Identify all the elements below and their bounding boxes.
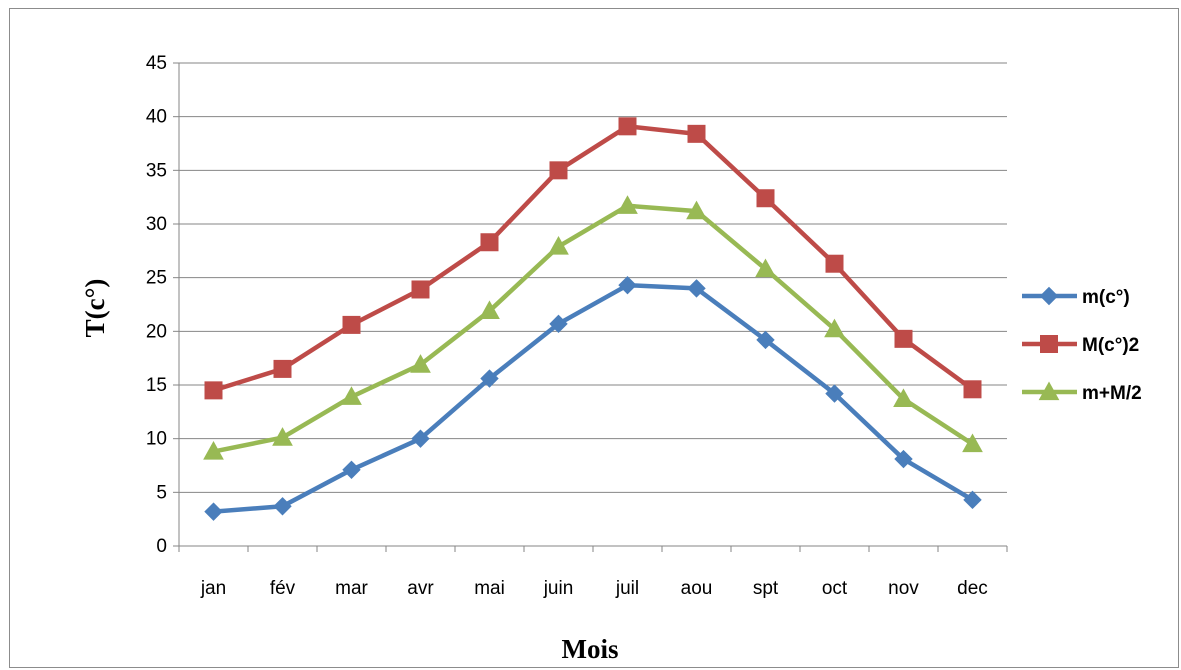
data-point	[894, 449, 913, 469]
series-line	[213, 203, 974, 454]
series-2	[204, 117, 982, 400]
legend-label: m(c°)	[1082, 287, 1130, 308]
x-tick-label: oct	[822, 578, 848, 599]
data-point	[479, 300, 500, 320]
series-layer	[203, 117, 983, 521]
legend-item: m(c°)	[1022, 286, 1130, 308]
data-point	[687, 279, 706, 298]
series-line	[212, 124, 974, 393]
data-point	[480, 233, 499, 252]
legend-label: M(c°)2	[1082, 335, 1139, 356]
y-tick-labels: 0 5 10 15 20 25 30 35 40 45	[146, 53, 167, 557]
data-point	[342, 315, 361, 334]
y-tick-label: 35	[146, 160, 167, 181]
data-point	[273, 497, 292, 516]
x-tick-label: juin	[543, 578, 574, 599]
axes	[173, 62, 1008, 552]
data-point	[342, 460, 361, 480]
data-point	[341, 386, 362, 405]
data-point	[755, 258, 776, 278]
legend-label: m+M/2	[1082, 383, 1142, 404]
data-point	[963, 380, 982, 399]
x-tick-label: jan	[200, 578, 226, 599]
y-tick-label: 45	[146, 53, 167, 74]
data-point	[618, 275, 637, 295]
data-point	[824, 318, 845, 338]
data-point	[825, 254, 844, 273]
x-tick-label: aou	[681, 578, 713, 599]
x-axis-title: Mois	[562, 634, 619, 664]
y-tick-label: 30	[146, 214, 167, 235]
data-point	[204, 381, 223, 400]
series-line	[213, 282, 974, 514]
data-point	[204, 502, 223, 521]
y-tick-label: 25	[146, 268, 167, 289]
data-point	[963, 490, 982, 510]
y-tick-label: 0	[156, 536, 167, 557]
x-tick-label: mar	[335, 578, 368, 599]
data-point	[480, 369, 499, 388]
x-tick-label: avr	[407, 578, 434, 599]
y-tick-label: 10	[146, 429, 167, 450]
y-tick-label: 15	[146, 375, 167, 396]
data-point	[825, 384, 844, 403]
chart-frame	[9, 8, 1179, 668]
x-tick-label: dec	[957, 578, 988, 599]
data-point	[548, 236, 569, 255]
data-point	[962, 433, 983, 453]
data-point	[411, 280, 430, 299]
data-point	[549, 314, 568, 334]
series-3	[203, 195, 983, 460]
x-tick-labels: jan fév mar avr mai juin juil aou spt oct nov dec	[200, 578, 988, 599]
data-point	[756, 330, 775, 350]
data-point	[549, 161, 568, 180]
data-point	[410, 354, 431, 373]
legend-item: m+M/2	[1022, 381, 1142, 404]
data-point	[273, 359, 292, 378]
y-tick-label: 40	[146, 107, 167, 128]
data-point	[686, 200, 707, 220]
legend-marker	[1038, 381, 1060, 401]
legend-marker	[1039, 286, 1059, 306]
series-1	[204, 275, 982, 521]
data-point	[687, 124, 706, 143]
data-point	[893, 388, 914, 408]
data-point	[617, 195, 638, 214]
y-tick-label: 5	[156, 482, 167, 503]
legend: m(c°) M(c°)2 m+M/2	[1022, 286, 1142, 404]
data-point	[272, 427, 293, 446]
data-point	[411, 429, 430, 448]
x-tick-label: spt	[753, 578, 779, 599]
x-tick-label: nov	[888, 578, 919, 599]
y-tick-label: 20	[146, 321, 167, 342]
x-tick-label: fév	[270, 578, 296, 599]
data-point	[203, 441, 224, 460]
x-tick-label: mai	[474, 578, 505, 599]
legend-marker	[1040, 335, 1058, 353]
x-tick-label: juil	[615, 578, 639, 599]
data-point	[756, 189, 775, 208]
legend-item: M(c°)2	[1022, 335, 1139, 356]
data-point	[894, 329, 913, 348]
y-axis-title: T(c°)	[80, 279, 110, 338]
data-point	[618, 117, 637, 136]
